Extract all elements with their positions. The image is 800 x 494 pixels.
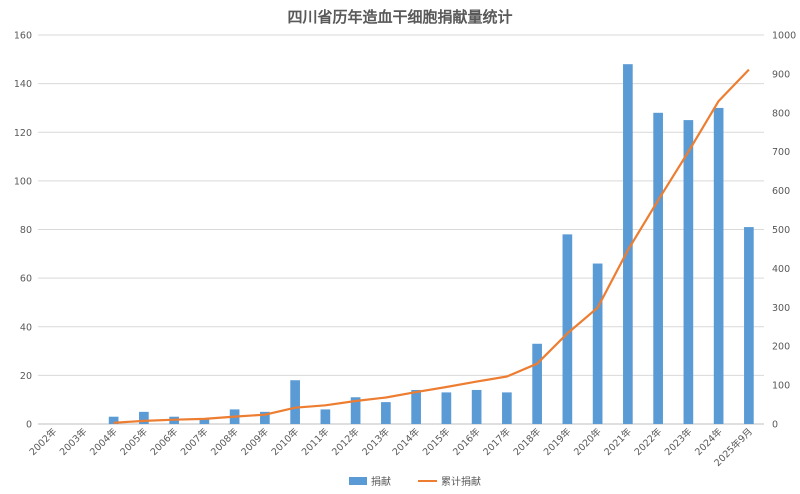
right-tick-label: 300 [772, 303, 790, 314]
x-tick-label: 2020年 [571, 425, 604, 458]
left-tick-label: 80 [20, 225, 32, 236]
right-tick-label: 900 [772, 69, 790, 80]
x-tick-label: 2022年 [632, 425, 665, 458]
right-tick-label: 200 [772, 342, 790, 353]
right-tick-label: 1000 [772, 31, 796, 42]
cumulative-line [113, 68, 750, 424]
bar [381, 402, 391, 424]
bar [683, 120, 694, 424]
x-tick-label: 2008年 [208, 425, 241, 458]
bar [502, 392, 512, 424]
bar [350, 397, 361, 424]
x-tick-label: 2014年 [390, 425, 423, 458]
x-tick-label: 2003年 [57, 425, 90, 458]
bar [260, 411, 270, 424]
x-tick-label: 2015年 [420, 425, 453, 458]
bar [441, 392, 452, 424]
legend: 捐献 累计捐献 [349, 475, 481, 488]
bar [744, 227, 754, 424]
line-series [113, 68, 750, 424]
x-tick-label: 2006年 [148, 425, 181, 458]
grid [38, 34, 764, 425]
x-tick-label: 2010年 [269, 425, 302, 458]
left-tick-label: 140 [14, 79, 32, 90]
left-tick-label: 160 [14, 31, 32, 42]
bar [290, 380, 300, 424]
right-tick-label: 100 [772, 381, 790, 392]
bar [653, 112, 663, 425]
bar [623, 64, 633, 425]
x-axis-ticks: 2002年2003年2004年2005年2006年2007年2008年2009年… [27, 425, 755, 469]
right-tick-label: 800 [772, 108, 790, 119]
bar [139, 411, 149, 424]
bar [592, 263, 603, 424]
x-tick-label: 2023年 [662, 425, 695, 458]
x-tick-label: 2013年 [360, 425, 393, 458]
right-tick-label: 500 [772, 225, 790, 236]
bar [320, 409, 331, 424]
x-tick-label: 2018年 [511, 425, 544, 458]
x-tick-label: 2009年 [239, 425, 272, 458]
bar-series [108, 64, 754, 425]
bar [532, 343, 542, 424]
left-tick-label: 20 [20, 371, 32, 382]
x-tick-label: 2011年 [299, 425, 332, 458]
bar [562, 234, 573, 424]
left-tick-label: 120 [14, 128, 32, 139]
x-tick-label: 2017年 [481, 425, 514, 458]
x-tick-label: 2021年 [602, 425, 635, 458]
bar [713, 107, 724, 424]
bar [199, 419, 210, 424]
legend-bar-label: 捐献 [371, 475, 391, 488]
chart-title: 四川省历年造血干细胞捐献量统计 [287, 8, 512, 26]
x-tick-label: 2005年 [118, 425, 151, 458]
x-tick-label: 2019年 [541, 425, 574, 458]
x-tick-label: 2016年 [450, 425, 483, 458]
bar [108, 416, 119, 424]
right-tick-label: 700 [772, 147, 790, 158]
right-axis-ticks: 0 100 200 300 400 500 600 700 800 900 1000 [772, 31, 796, 431]
x-tick-label: 2012年 [329, 425, 362, 458]
left-axis-ticks: 0 20 40 60 80 100 120 140 160 [14, 31, 32, 431]
left-tick-label: 100 [14, 176, 32, 187]
bar [411, 389, 421, 424]
right-tick-label: 600 [772, 186, 790, 197]
right-tick-label: 0 [772, 420, 778, 431]
right-tick-label: 400 [772, 264, 790, 275]
x-tick-label: 2004年 [87, 425, 120, 458]
x-tick-label: 2007年 [178, 425, 211, 458]
bar [471, 389, 482, 424]
left-tick-label: 0 [26, 420, 32, 431]
legend-line-label: 累计捐献 [441, 475, 481, 488]
legend-bar-swatch [349, 477, 367, 485]
left-tick-label: 60 [20, 274, 32, 285]
left-tick-label: 40 [20, 322, 32, 333]
